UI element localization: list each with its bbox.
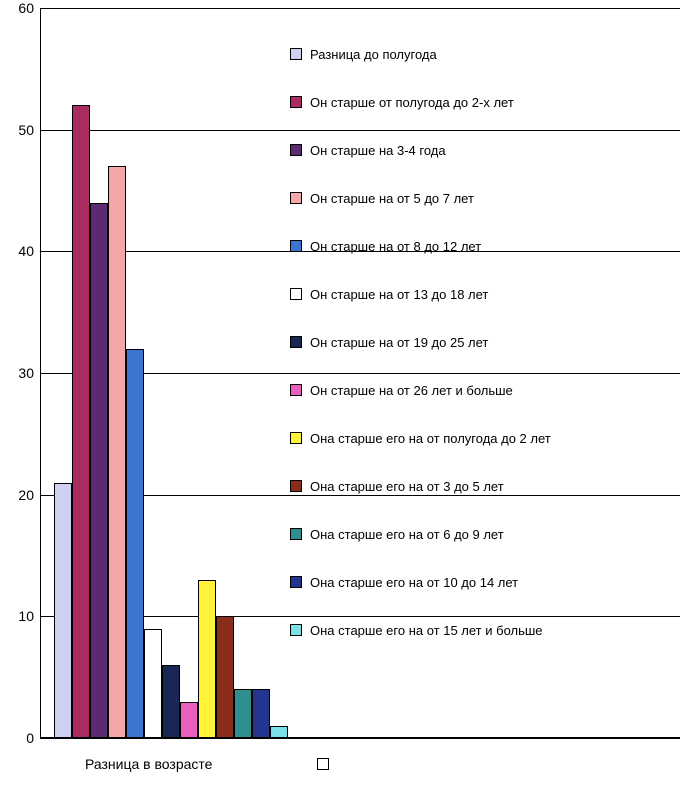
legend-swatch	[290, 576, 302, 588]
legend-label: Она старше его на от 10 до 14 лет	[310, 575, 518, 590]
legend-swatch	[290, 240, 302, 252]
legend-item: Она старше его на от 10 до 14 лет	[290, 558, 551, 606]
y-tick-label: 0	[26, 730, 34, 746]
bar	[198, 580, 216, 738]
legend-item: Он старше на 3-4 года	[290, 126, 551, 174]
legend-label: Он старше на от 5 до 7 лет	[310, 191, 474, 206]
legend-label: Он старше на от 8 до 12 лет	[310, 239, 481, 254]
legend-swatch	[290, 528, 302, 540]
y-tick-label: 20	[18, 487, 34, 503]
legend-label: Разница до полугода	[310, 47, 437, 62]
bar	[216, 616, 234, 738]
legend-item: Он старше на от 13 до 18 лет	[290, 270, 551, 318]
legend-label: Она старше его на от 3 до 5 лет	[310, 479, 504, 494]
legend-label: Он старше на 3-4 года	[310, 143, 446, 158]
chart-container: 0 10 20 30 40 50 60 Разница до полугода Он стар…	[0, 0, 699, 800]
legend-label: Она старше его на от полугода до 2 лет	[310, 431, 551, 446]
legend-item: Она старше его на от 15 лет и больше	[290, 606, 551, 654]
legend-swatch	[290, 432, 302, 444]
legend-swatch	[290, 48, 302, 60]
legend-item: Он старше на от 26 лет и больше	[290, 366, 551, 414]
bar	[108, 166, 126, 738]
legend-item: Она старше его на от 3 до 5 лет	[290, 462, 551, 510]
legend-swatch	[290, 384, 302, 396]
bar	[252, 689, 270, 738]
legend-item: Разница до полугода	[290, 30, 551, 78]
legend: Разница до полугода Он старше от полугода…	[290, 30, 551, 654]
legend-swatch	[290, 96, 302, 108]
legend-label: Она старше его на от 6 до 9 лет	[310, 527, 504, 542]
legend-item: Он старше на от 8 до 12 лет	[290, 222, 551, 270]
bar	[54, 483, 72, 739]
y-tick-label: 10	[18, 608, 34, 624]
legend-item: Она старше его на от полугода до 2 лет	[290, 414, 551, 462]
legend-swatch	[290, 288, 302, 300]
gridline	[40, 8, 680, 9]
x-axis-label: Разница в возрасте	[85, 756, 212, 772]
legend-item: Она старше его на от 6 до 9 лет	[290, 510, 551, 558]
bar	[162, 665, 180, 738]
legend-label: Она старше его на от 15 лет и больше	[310, 623, 543, 638]
y-tick-label: 60	[18, 0, 34, 16]
y-tick-label: 40	[18, 243, 34, 259]
legend-item: Он старше на от 19 до 25 лет	[290, 318, 551, 366]
bar	[72, 105, 90, 738]
legend-label: Он старше от полугода до 2-х лет	[310, 95, 514, 110]
gridline	[40, 738, 680, 739]
y-tick-label: 50	[18, 122, 34, 138]
legend-swatch	[290, 480, 302, 492]
bar	[270, 726, 288, 738]
bar	[144, 629, 162, 739]
legend-swatch	[290, 144, 302, 156]
bar	[180, 702, 198, 739]
y-tick-label: 30	[18, 365, 34, 381]
legend-label: Он старше на от 13 до 18 лет	[310, 287, 488, 302]
bar	[90, 203, 108, 738]
bar	[234, 689, 252, 738]
legend-item: Он старше на от 5 до 7 лет	[290, 174, 551, 222]
legend-swatch	[290, 624, 302, 636]
legend-item: Он старше от полугода до 2-х лет	[290, 78, 551, 126]
empty-legend-marker	[317, 758, 329, 770]
bar	[126, 349, 144, 738]
legend-label: Он старше на от 26 лет и больше	[310, 383, 513, 398]
legend-swatch	[290, 336, 302, 348]
legend-label: Он старше на от 19 до 25 лет	[310, 335, 488, 350]
legend-swatch	[290, 192, 302, 204]
